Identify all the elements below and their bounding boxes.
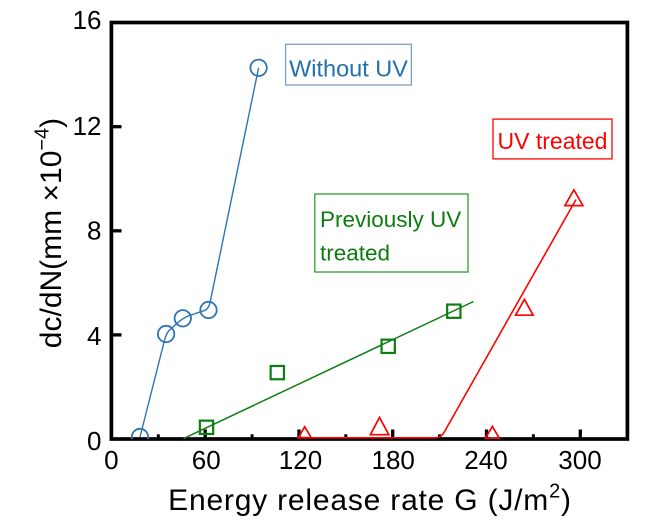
svg-text:4: 4: [87, 321, 101, 351]
svg-text:8: 8: [87, 216, 101, 246]
svg-text:Energy release rate G (J/m2): Energy release rate G (J/m2): [168, 481, 572, 518]
svg-text:Previously UV: Previously UV: [320, 207, 461, 232]
svg-text:treated: treated: [320, 241, 390, 266]
svg-text:240: 240: [464, 445, 507, 475]
svg-text:dc/dN(mm ×10−4): dc/dN(mm ×10−4): [32, 118, 69, 348]
svg-text:12: 12: [73, 111, 102, 141]
svg-text:Without UV: Without UV: [289, 56, 408, 82]
svg-text:180: 180: [372, 445, 415, 475]
svg-text:60: 60: [192, 445, 221, 475]
svg-text:16: 16: [73, 5, 102, 35]
svg-text:0: 0: [104, 445, 118, 475]
svg-text:0: 0: [87, 426, 101, 456]
svg-text:UV treated: UV treated: [498, 128, 608, 154]
svg-text:300: 300: [558, 445, 601, 475]
svg-text:120: 120: [279, 445, 322, 475]
